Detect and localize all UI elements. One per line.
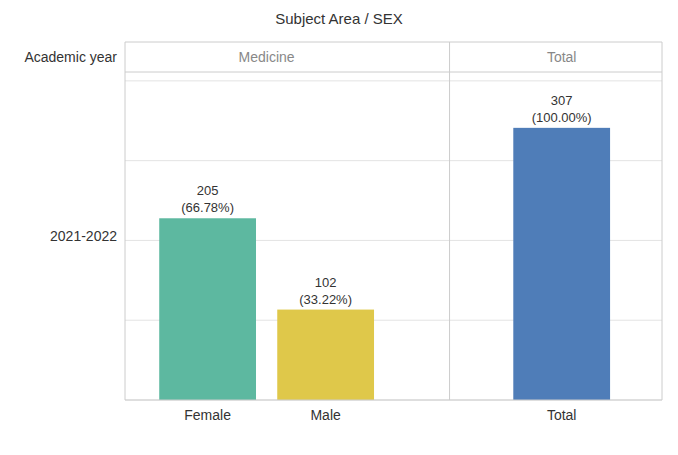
frame-line	[125, 42, 126, 400]
annotation: Academic year	[24, 49, 117, 65]
data-label-line: 307	[551, 93, 573, 108]
frame-line	[125, 42, 662, 43]
frame	[125, 42, 662, 400]
annotation: Total	[547, 49, 577, 65]
frame-line	[125, 400, 662, 401]
frame-line	[449, 42, 450, 400]
data-label: 102 (33.22%)	[299, 275, 352, 307]
data-label: 307 (100.00%)	[532, 93, 592, 125]
x-ticks: Female Male Total	[184, 407, 576, 423]
frame-line	[125, 72, 662, 73]
data-label-line: (33.22%)	[299, 292, 352, 307]
data-label-line: (100.00%)	[532, 110, 592, 125]
title: Subject Area / SEX	[275, 10, 403, 27]
chart: 205 (66.78%) 102 (33.22%) 307 (100.00%) Female…	[0, 0, 678, 455]
x-tick-label: Male	[310, 407, 341, 423]
data-label-line: (66.78%)	[181, 200, 234, 215]
data-label-line: 205	[197, 183, 219, 198]
data-label: 205 (66.78%)	[181, 183, 234, 215]
grid	[125, 81, 662, 400]
bar	[159, 218, 256, 400]
data-labels: 205 (66.78%) 102 (33.22%) 307 (100.00%)	[181, 93, 591, 307]
x-tick-label: Female	[184, 407, 231, 423]
x-tick-label: Total	[547, 407, 577, 423]
annotation: Medicine	[239, 49, 295, 65]
grid-line	[125, 400, 662, 401]
bars	[159, 128, 610, 400]
annotation: 2021-2022	[50, 228, 117, 244]
bar	[277, 310, 374, 400]
frame-line	[662, 42, 663, 400]
data-label-line: 102	[315, 275, 337, 290]
grid-line	[125, 80, 662, 81]
annotations: Academic year Medicine Total 2021-2022	[24, 49, 576, 244]
bar	[513, 128, 610, 400]
